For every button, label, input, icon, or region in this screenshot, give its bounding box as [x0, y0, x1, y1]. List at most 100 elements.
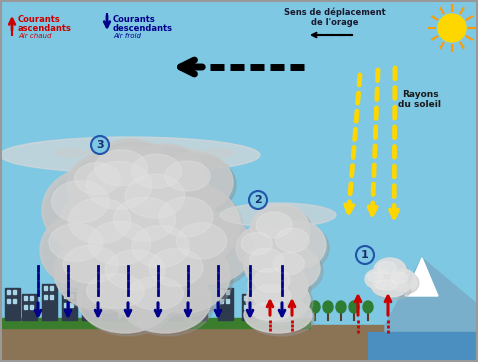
Ellipse shape — [119, 267, 211, 333]
Ellipse shape — [128, 277, 184, 310]
Ellipse shape — [251, 302, 292, 320]
Text: Sens de déplacement: Sens de déplacement — [284, 8, 386, 17]
Ellipse shape — [42, 168, 138, 252]
Text: 2: 2 — [254, 195, 262, 205]
Ellipse shape — [77, 263, 173, 333]
Bar — [70, 294, 73, 298]
Ellipse shape — [276, 228, 309, 252]
Ellipse shape — [236, 226, 288, 270]
Ellipse shape — [131, 154, 182, 188]
Text: Air chaud: Air chaud — [18, 33, 52, 39]
Text: Courants: Courants — [18, 15, 61, 24]
Bar — [130, 301, 133, 305]
Ellipse shape — [273, 253, 304, 275]
Ellipse shape — [153, 188, 243, 268]
Ellipse shape — [159, 197, 213, 237]
Ellipse shape — [247, 300, 315, 336]
Ellipse shape — [145, 149, 175, 157]
Ellipse shape — [95, 150, 148, 186]
Bar — [5, 288, 20, 320]
Ellipse shape — [247, 244, 303, 292]
Bar — [153, 294, 156, 298]
Text: Rayons
du soleil: Rayons du soleil — [399, 90, 442, 109]
Bar — [90, 288, 93, 292]
Bar — [200, 303, 203, 307]
Ellipse shape — [58, 184, 162, 276]
Bar — [64, 294, 67, 298]
Bar — [50, 295, 53, 299]
Ellipse shape — [273, 224, 329, 272]
Bar — [110, 305, 113, 309]
Ellipse shape — [241, 233, 272, 254]
Bar — [250, 296, 253, 300]
Ellipse shape — [368, 272, 383, 282]
Ellipse shape — [256, 212, 292, 238]
Bar — [50, 286, 53, 290]
Bar — [22, 294, 37, 320]
Ellipse shape — [68, 198, 131, 244]
Ellipse shape — [55, 149, 85, 157]
Polygon shape — [385, 258, 478, 362]
Circle shape — [249, 191, 267, 209]
Bar — [30, 305, 33, 309]
Bar — [220, 299, 223, 303]
Ellipse shape — [271, 249, 323, 293]
Text: Air froid: Air froid — [113, 33, 141, 39]
Ellipse shape — [388, 269, 416, 291]
Bar — [104, 296, 107, 300]
Bar — [244, 296, 247, 300]
Bar — [220, 290, 223, 294]
Bar — [102, 294, 117, 320]
Ellipse shape — [126, 147, 210, 215]
Ellipse shape — [374, 258, 406, 282]
Ellipse shape — [125, 174, 185, 218]
Ellipse shape — [95, 238, 195, 318]
Bar — [176, 288, 179, 292]
Ellipse shape — [115, 161, 215, 249]
Bar — [62, 292, 77, 320]
Ellipse shape — [118, 164, 218, 252]
Ellipse shape — [157, 152, 233, 212]
Ellipse shape — [349, 301, 359, 313]
Text: 3: 3 — [96, 140, 104, 150]
Ellipse shape — [57, 237, 149, 313]
Ellipse shape — [248, 261, 308, 309]
Ellipse shape — [244, 241, 300, 289]
Ellipse shape — [140, 237, 230, 313]
Bar — [145, 292, 160, 320]
Circle shape — [91, 136, 109, 154]
Bar — [168, 286, 183, 320]
Ellipse shape — [106, 187, 210, 275]
Ellipse shape — [125, 216, 221, 300]
Bar — [192, 292, 207, 320]
Bar — [194, 294, 197, 298]
Bar — [7, 299, 10, 303]
Bar — [7, 290, 10, 294]
Ellipse shape — [336, 301, 346, 313]
Ellipse shape — [168, 212, 252, 284]
Bar — [24, 305, 27, 309]
Bar — [90, 297, 93, 301]
Bar — [30, 296, 33, 300]
Bar — [44, 295, 47, 299]
Text: de l'orage: de l'orage — [311, 18, 359, 27]
Circle shape — [356, 246, 374, 264]
Ellipse shape — [52, 181, 109, 223]
Ellipse shape — [250, 204, 310, 256]
Ellipse shape — [75, 163, 120, 195]
Bar — [147, 303, 150, 307]
Ellipse shape — [220, 203, 336, 227]
Ellipse shape — [160, 155, 236, 215]
Bar — [124, 292, 127, 296]
Ellipse shape — [105, 250, 165, 290]
Bar — [70, 303, 73, 307]
Ellipse shape — [252, 285, 291, 307]
Ellipse shape — [377, 262, 396, 274]
Bar — [0, 325, 478, 362]
Text: ascendants: ascendants — [18, 24, 72, 33]
Ellipse shape — [376, 280, 397, 290]
Ellipse shape — [78, 150, 188, 246]
Bar — [226, 299, 229, 303]
Bar — [242, 294, 257, 320]
Bar — [153, 303, 156, 307]
